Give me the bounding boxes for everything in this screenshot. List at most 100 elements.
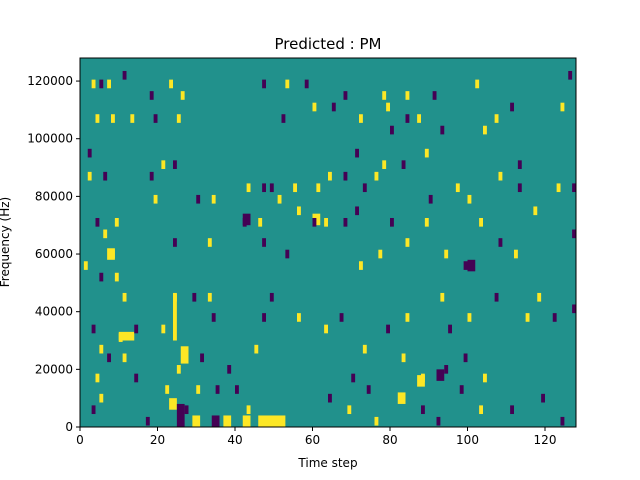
- heatmap-cell: [235, 385, 239, 394]
- heatmap-cell: [316, 183, 321, 193]
- heatmap-cell: [242, 217, 247, 227]
- heatmap-cell: [107, 79, 111, 89]
- heatmap-cell: [196, 194, 201, 204]
- heatmap-cell: [362, 344, 367, 354]
- heatmap-cell: [200, 353, 204, 363]
- heatmap-cell: [254, 344, 259, 354]
- heatmap-cell: [525, 313, 530, 322]
- heatmap-cell: [378, 249, 383, 259]
- heatmap-cell: [568, 70, 573, 80]
- heatmap-cell: [405, 91, 410, 100]
- x-tick-label: 20: [150, 433, 165, 447]
- heatmap-cell: [118, 333, 123, 342]
- heatmap-cell: [103, 229, 108, 239]
- heatmap-cell: [432, 91, 437, 100]
- heatmap-cell: [262, 79, 266, 89]
- heatmap-cell: [277, 194, 282, 204]
- heatmap-cell: [176, 114, 181, 123]
- heatmap-cell: [459, 385, 464, 394]
- heatmap-cell: [122, 353, 127, 363]
- heatmap-cell: [351, 373, 356, 383]
- heatmap-cell: [428, 194, 433, 204]
- x-tick-label: 120: [534, 433, 557, 447]
- heatmap-cell: [374, 416, 379, 426]
- heatmap-cell: [560, 102, 565, 112]
- heatmap-block: [118, 331, 135, 341]
- heatmap-cell: [161, 324, 166, 334]
- heatmap-block: [176, 403, 185, 427]
- y-tick-label: 100000: [27, 132, 73, 146]
- heatmap-block: [258, 415, 286, 427]
- heatmap-cell: [560, 416, 565, 426]
- heatmap-cell: [196, 385, 201, 394]
- heatmap-cell: [312, 217, 317, 227]
- heatmap-cell: [281, 114, 286, 123]
- heatmap-cell: [572, 229, 576, 239]
- heatmap-cell: [405, 313, 410, 322]
- heatmap-cell: [297, 313, 301, 322]
- heatmap-cell: [362, 183, 367, 193]
- heatmap-cell: [401, 160, 406, 169]
- heatmap-cell: [359, 261, 363, 270]
- heatmap-block: [180, 346, 189, 364]
- heatmap-cell: [211, 313, 216, 322]
- heatmap-cell: [355, 148, 359, 158]
- heatmap-cells: [83, 70, 576, 427]
- heatmap-cell: [463, 353, 468, 363]
- heatmap-cell: [343, 217, 348, 227]
- heatmap-cell: [455, 183, 460, 193]
- heatmap-cell: [184, 405, 189, 415]
- heatmap-cell: [498, 171, 503, 181]
- heatmap-cell: [134, 324, 139, 334]
- heatmap-cell: [444, 249, 449, 259]
- heatmap-cell: [390, 125, 394, 135]
- heatmap-cell: [467, 194, 472, 204]
- heatmap-cell: [91, 324, 96, 334]
- heatmap-cell: [552, 313, 557, 322]
- y-tick-label: 120000: [27, 74, 73, 88]
- y-axis-ticks: 0 20000 40000 60000 80000 100000 120000: [27, 74, 80, 434]
- heatmap-cell: [99, 79, 104, 89]
- heatmap-cell: [99, 393, 104, 403]
- heatmap-cell: [514, 249, 518, 259]
- heatmap-cell: [386, 324, 390, 334]
- heatmap-cell: [269, 292, 274, 302]
- heatmap-cell: [339, 313, 344, 322]
- heatmap-block: [242, 415, 251, 427]
- heatmap-cell: [95, 217, 100, 227]
- heatmap-block: [467, 259, 476, 272]
- heatmap-cell: [436, 416, 441, 426]
- heatmap-cell: [169, 79, 173, 89]
- heatmap-cell: [114, 272, 119, 282]
- heatmap-cell: [440, 292, 445, 302]
- heatmap-cell: [510, 102, 514, 112]
- heatmap-cell: [149, 171, 154, 181]
- heatmap-cell: [537, 292, 542, 302]
- heatmap-cell: [440, 125, 445, 135]
- heatmap-cell: [324, 324, 328, 334]
- heatmap-cell: [246, 405, 251, 415]
- heatmap-block: [211, 415, 220, 427]
- heatmap-cell: [324, 217, 328, 227]
- heatmap-cell: [99, 272, 104, 282]
- heatmap-block: [173, 294, 177, 341]
- heatmap-cell: [114, 217, 119, 227]
- heatmap-cell: [297, 206, 301, 216]
- heatmap-cell: [494, 292, 499, 302]
- heatmap-cell: [285, 249, 290, 259]
- heatmap-cell: [87, 171, 92, 181]
- heatmap-cell: [258, 217, 263, 227]
- heatmap-cell: [533, 206, 538, 216]
- x-axis-label: Time step: [297, 456, 357, 470]
- heatmap-cell: [510, 405, 514, 415]
- heatmap-cell: [463, 261, 468, 270]
- heatmap-cell: [285, 79, 290, 89]
- heatmap-cell: [382, 160, 387, 169]
- heatmap-cell: [161, 160, 166, 169]
- heatmap-cell: [111, 249, 115, 259]
- heatmap-cell: [483, 373, 487, 383]
- heatmap-block: [436, 369, 445, 381]
- y-tick-label: 0: [65, 420, 73, 434]
- heatmap-cell: [87, 148, 92, 158]
